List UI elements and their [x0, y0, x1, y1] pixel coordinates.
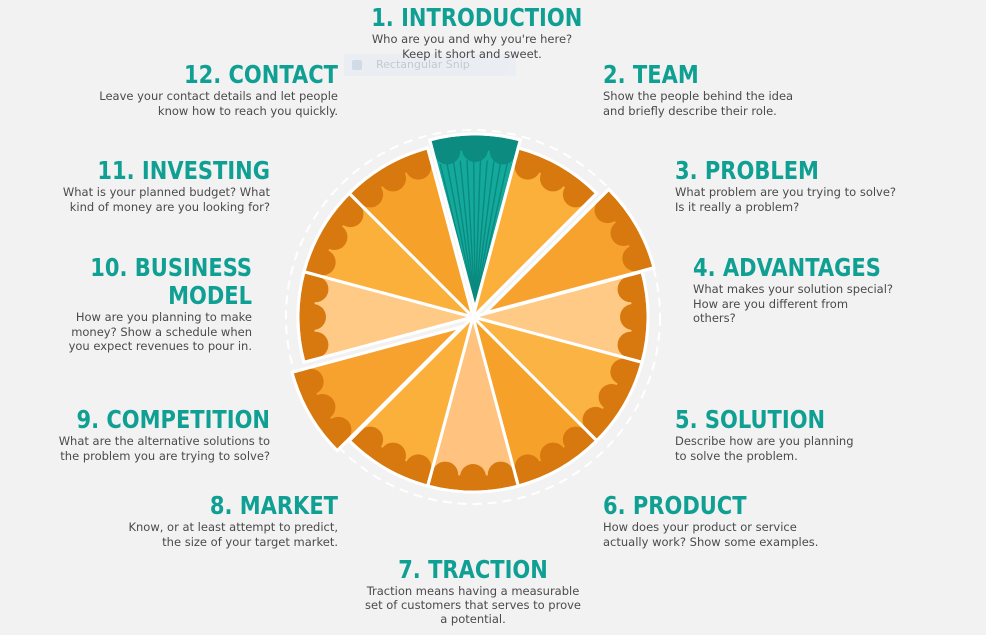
step-description: What is your planned budget? What kind o…: [62, 185, 270, 214]
step-solution: 5. SOLUTION Describe how are you plannin…: [675, 406, 935, 463]
step-title: 3. PROBLEM: [675, 156, 819, 185]
snip-icon: [352, 60, 362, 70]
slice-solution: [467, 314, 644, 443]
step-title: 12. CONTACT: [183, 60, 338, 89]
slice-investing: [302, 191, 479, 320]
slice-contact: [347, 146, 476, 323]
step-title: 7. TRACTION: [398, 555, 548, 584]
step-description: Describe how are you planning to solve t…: [675, 434, 854, 463]
step-competition: 9. COMPETITION What are the alternative …: [20, 406, 270, 463]
step-traction: 7. TRACTION Traction means having a meas…: [342, 555, 604, 627]
step-title: 8. MARKET: [209, 491, 338, 520]
step-title: 10. BUSINESS MODEL: [90, 253, 252, 310]
step-advantages: 4. ADVANTAGES What makes your solution s…: [693, 254, 973, 326]
step-title: 2. TEAM: [603, 60, 699, 89]
slice-team: [470, 146, 599, 323]
snip-tooltip-label: Rectangular Snip: [376, 58, 470, 71]
step-title: 6. PRODUCT: [603, 491, 747, 520]
step-title: 9. COMPETITION: [76, 405, 270, 434]
step-contact: 12. CONTACT Leave your contact details a…: [58, 61, 338, 118]
step-description: How does your product or service actuall…: [603, 520, 819, 549]
step-title: 11. INVESTING: [97, 156, 270, 185]
slice-traction: [425, 311, 521, 494]
step-investing: 11. INVESTING What is your planned budge…: [20, 157, 270, 214]
step-title: 1. INTRODUCTION: [371, 3, 583, 32]
step-team: 2. TEAM Show the people behind the idea …: [603, 61, 863, 118]
step-title: 5. SOLUTION: [675, 405, 826, 434]
step-description: How are you planning to make money? Show…: [68, 310, 252, 353]
slice-competition: [290, 324, 467, 453]
step-business-model: 10. BUSINESS MODEL How are you planning …: [30, 254, 252, 354]
step-problem: 3. PROBLEM What problem are you trying t…: [675, 157, 965, 214]
step-market: 8. MARKET Know, or at least attempt to p…: [88, 492, 338, 549]
step-description: What are the alternative solutions to th…: [58, 434, 270, 463]
step-description: Show the people behind the idea and brie…: [603, 89, 794, 118]
slice-business-model: [296, 269, 479, 365]
step-title: 4. ADVANTAGES: [693, 253, 881, 282]
step-description: Traction means having a measurable set o…: [365, 584, 581, 626]
dashed-outline-ring: [285, 129, 661, 505]
step-description: Know, or at least attempt to predict, th…: [128, 520, 338, 549]
step-description: Leave your contact details and let peopl…: [99, 89, 338, 118]
step-introduction: 1. INTRODUCTION Who are you and why you'…: [352, 4, 592, 61]
slice-product: [470, 311, 599, 488]
step-description: Who are you and why you're here? Keep it…: [371, 32, 573, 61]
slice-market: [347, 311, 476, 488]
step-description: What makes your solution special? How ar…: [693, 282, 894, 325]
step-product: 6. PRODUCT How does your product or serv…: [603, 492, 883, 549]
slice-introduction: [427, 132, 523, 315]
snip-tooltip-overlay: Rectangular Snip: [344, 54, 516, 76]
slice-advantages: [467, 269, 650, 365]
pie-slices: [290, 132, 656, 494]
slice-problem: [479, 187, 656, 316]
step-description: What problem are you trying to solve? Is…: [675, 185, 897, 214]
